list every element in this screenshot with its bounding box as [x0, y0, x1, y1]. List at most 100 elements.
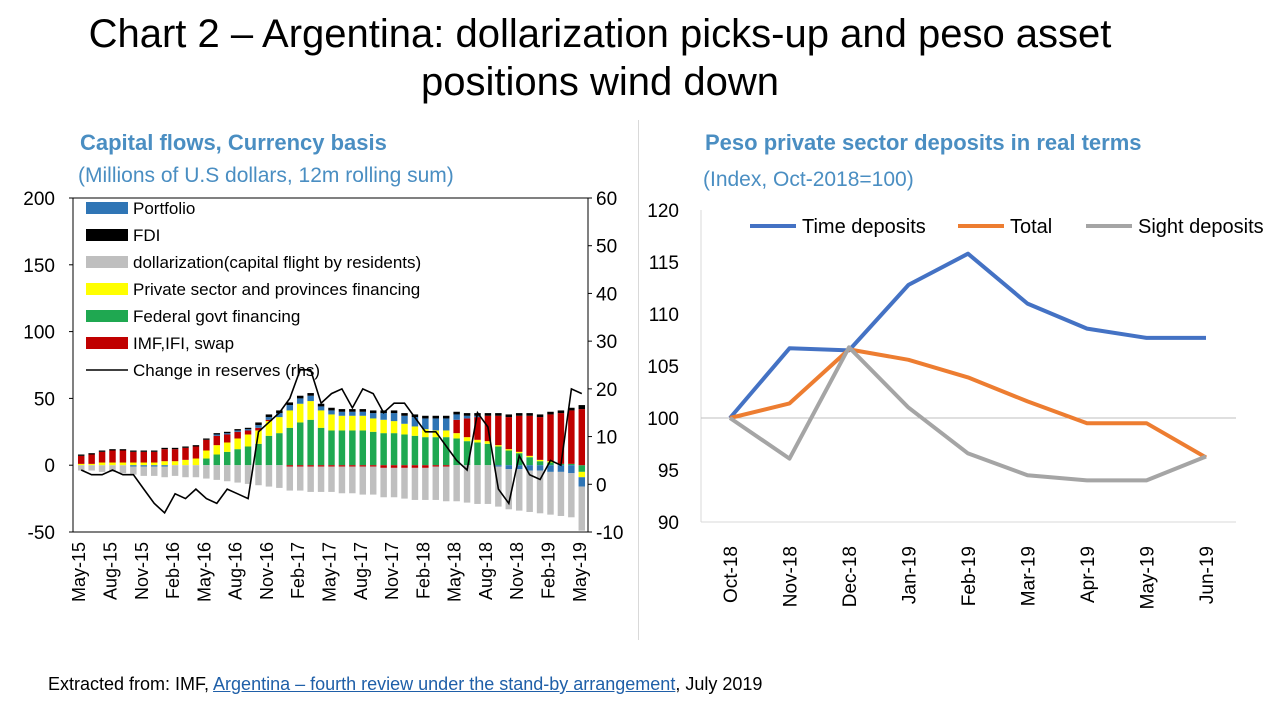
bar-segment — [328, 410, 335, 415]
footer-source: Extracted from: IMF, Argentina – fourth … — [48, 674, 762, 695]
bar-segment — [317, 427, 325, 466]
bar-segment — [359, 466, 367, 495]
legend-label: Sight deposits — [1138, 216, 1264, 238]
plot-frame — [72, 197, 589, 533]
bar-segment — [401, 465, 408, 468]
x-tick-label: May-19 — [570, 542, 590, 602]
bar-segment — [338, 415, 346, 431]
bar-segment — [401, 415, 408, 424]
bar-segment — [568, 410, 575, 464]
legend-swatch — [86, 310, 128, 322]
bar-segment — [296, 403, 304, 423]
bar-segment — [505, 465, 513, 470]
bar-segment — [182, 465, 189, 478]
x-tick-label: May-17 — [320, 542, 340, 602]
bar-segment — [401, 413, 408, 416]
bar-segment — [442, 466, 450, 502]
bar-segment — [536, 417, 544, 460]
bar-segment — [578, 465, 586, 472]
bar-segment — [265, 465, 273, 487]
bar-segment — [453, 411, 460, 415]
bar-segment — [547, 465, 554, 472]
x-tick-label: Nov-18 — [781, 546, 802, 607]
bar-segment — [234, 438, 241, 450]
bar-segment — [244, 430, 252, 435]
x-tick-label: Jan-19 — [900, 546, 921, 604]
bar-segment — [390, 467, 398, 498]
legend-label: Change in reserves (rhs) — [133, 361, 320, 380]
x-tick-label: May-15 — [69, 542, 89, 602]
bar-segment — [390, 433, 398, 466]
bar-segment — [474, 465, 481, 504]
bar-segment — [213, 454, 221, 466]
x-tick-label: Feb-19 — [959, 546, 980, 606]
bar-segment — [307, 395, 314, 402]
bar-segment — [369, 465, 377, 467]
slide-title-line1: Chart 2 – Argentina: dollarization picks… — [88, 12, 1112, 56]
bar-segment — [171, 461, 179, 466]
right-chart: 120 115 110 105 100 95 90 Oct-18 Nov-18 Dec-18 Jan… — [647, 201, 1264, 609]
legend-label: Portfolio — [133, 199, 195, 218]
bar-segment — [119, 462, 127, 466]
bar-segment — [182, 447, 189, 460]
bar-segment — [547, 471, 554, 515]
bar-segment — [474, 442, 481, 466]
x-tick-label: Dec-18 — [840, 546, 861, 607]
bar-segment — [359, 415, 367, 431]
x-tick-label: Nov-16 — [257, 542, 277, 600]
y-tick-label: 105 — [647, 357, 679, 378]
bar-segment — [411, 417, 419, 427]
bar-segment — [98, 462, 106, 466]
bar-segment — [296, 398, 304, 404]
bar-segment — [161, 449, 168, 462]
bar-segment — [223, 431, 231, 434]
bar-segment — [453, 433, 460, 439]
bar-segment — [203, 465, 210, 479]
legend-label: IMF,IFI, swap — [133, 334, 234, 353]
bar-segment — [109, 465, 116, 472]
bar-segment — [349, 409, 356, 412]
y-tick-label: 110 — [649, 305, 679, 326]
bar-segment — [547, 462, 554, 466]
bar-segment — [484, 465, 492, 504]
bar-segment — [192, 446, 200, 459]
x-tick-label: Aug-17 — [351, 542, 371, 600]
legend-swatch — [86, 256, 128, 268]
legend-label: dollarization(capital flight by resident… — [133, 253, 421, 272]
bar-segment — [495, 465, 502, 467]
y2-tick-label: 0 — [596, 475, 607, 496]
bar-segment — [568, 463, 575, 466]
bar-segment — [255, 465, 262, 486]
bar-segment — [296, 422, 304, 466]
bar-segment — [505, 417, 513, 450]
bar-segment — [317, 406, 325, 411]
bar-segment — [244, 465, 252, 484]
bar-segment — [140, 465, 148, 467]
bar-segment — [244, 446, 252, 466]
bar-segment — [422, 465, 429, 468]
bar-segment — [442, 418, 450, 431]
bar-segment — [578, 409, 586, 466]
bar-segment — [515, 451, 523, 454]
bar-segment — [150, 462, 158, 466]
bar-segment — [255, 427, 262, 431]
source-link[interactable]: Argentina – fourth review under the stan… — [213, 674, 676, 694]
footer-prefix: Extracted from: IMF, — [48, 674, 214, 694]
y2-tick-label: 40 — [596, 284, 617, 305]
bar-segment — [568, 407, 575, 411]
x-tick-label: Nov-15 — [132, 542, 152, 600]
x-tick-label: May-16 — [194, 542, 214, 602]
bar-segment — [557, 410, 565, 414]
bar-segment — [77, 455, 85, 464]
bar-segment — [255, 422, 262, 426]
bar-segment — [557, 471, 565, 516]
bar-segment — [369, 410, 377, 414]
bar-segment — [130, 462, 137, 466]
y-tick-label: -50 — [28, 523, 55, 544]
bar-segment — [432, 418, 440, 431]
bar-segment — [463, 441, 471, 466]
bar-segment — [109, 450, 116, 463]
bar-segment — [453, 465, 460, 502]
y2-tick-label: 50 — [596, 237, 617, 258]
bar-segment — [453, 419, 460, 434]
